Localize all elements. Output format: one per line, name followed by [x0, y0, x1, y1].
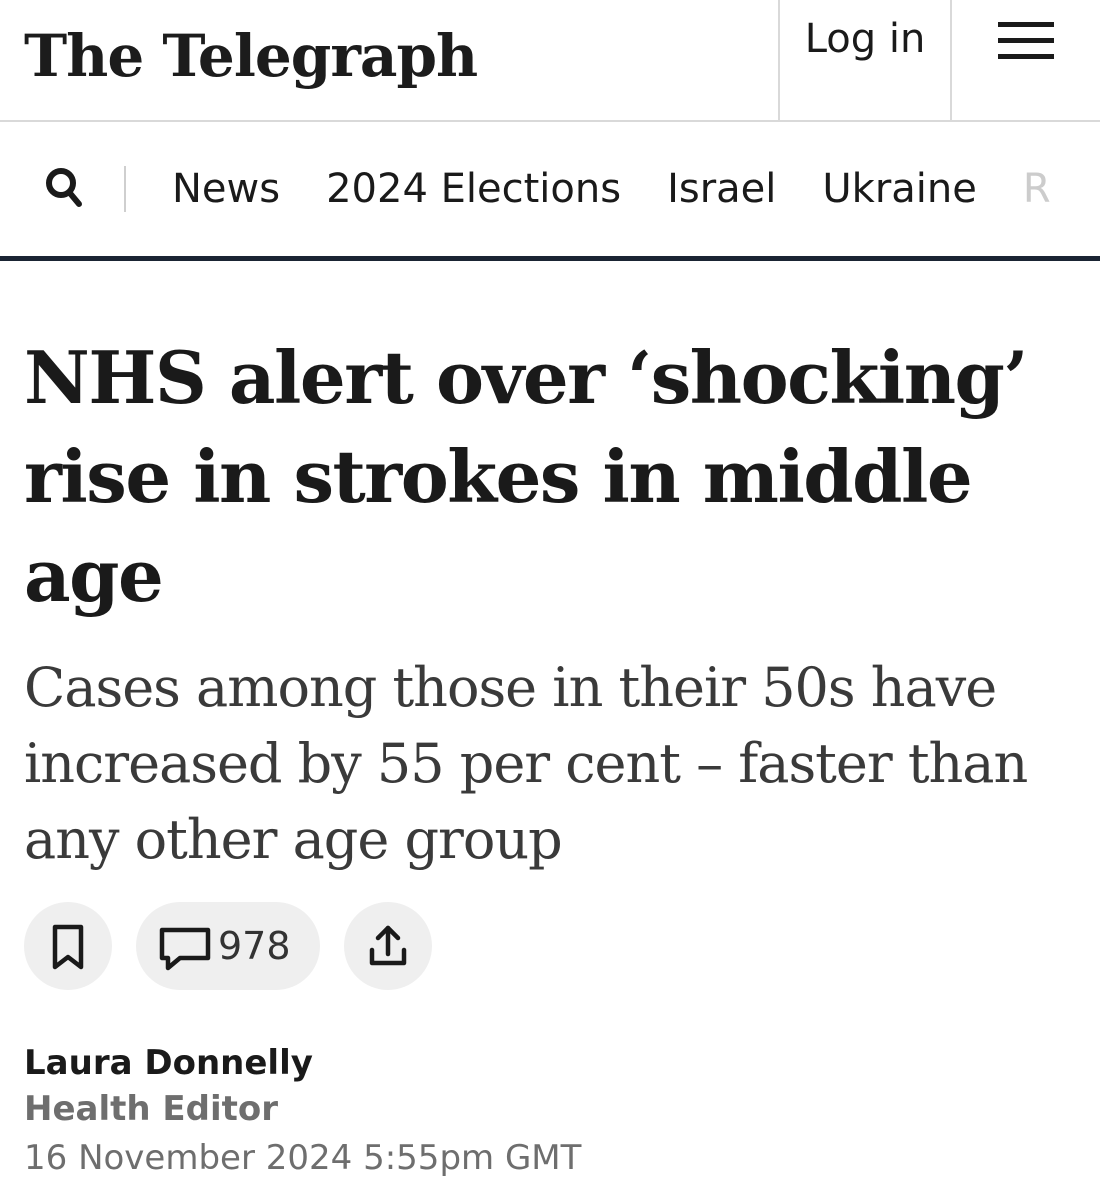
bookmark-icon: [52, 924, 84, 970]
header-divider: [950, 0, 952, 120]
nav-item-news[interactable]: News: [172, 166, 281, 212]
bookmark-button[interactable]: [24, 902, 112, 990]
author-role: Health Editor: [24, 1089, 279, 1129]
login-button[interactable]: Log in: [804, 16, 926, 62]
search-icon: [46, 168, 82, 207]
nav-bottom-border: [0, 256, 1100, 261]
nav-items: News 2024 Elections Israel Ukraine R: [172, 122, 1097, 256]
site-header: The Telegraph Log in: [0, 0, 1100, 120]
section-nav: News 2024 Elections Israel Ukraine R: [0, 122, 1100, 256]
comment-count: 978: [218, 924, 291, 968]
nav-item-overflow[interactable]: R: [1022, 166, 1051, 212]
nav-separator: [124, 166, 126, 212]
article-headline: NHS alert over ‘shocking’ rise in stroke…: [24, 335, 1028, 618]
header-bottom-border: [0, 120, 1100, 122]
nav-item-ukraine[interactable]: Ukraine: [822, 166, 977, 212]
share-icon: [369, 925, 407, 966]
share-button[interactable]: [344, 902, 432, 990]
comment-icon: [159, 927, 211, 971]
author-name[interactable]: Laura Donnelly: [24, 1043, 313, 1083]
search-button[interactable]: [28, 152, 102, 226]
menu-button[interactable]: [952, 0, 1100, 120]
header-divider: [778, 0, 780, 120]
telegraph-logo[interactable]: The Telegraph: [24, 22, 478, 90]
nav-item-israel[interactable]: Israel: [667, 166, 777, 212]
comments-button[interactable]: 978: [136, 902, 320, 990]
article-standfirst: Cases among those in their 50s have incr…: [24, 656, 1028, 871]
article-byline: Laura Donnelly Health Editor 16 November…: [24, 1040, 581, 1184]
publish-date: 16 November 2024 5:55pm GMT: [24, 1138, 582, 1178]
nav-item-2024-elections[interactable]: 2024 Elections: [326, 166, 622, 212]
